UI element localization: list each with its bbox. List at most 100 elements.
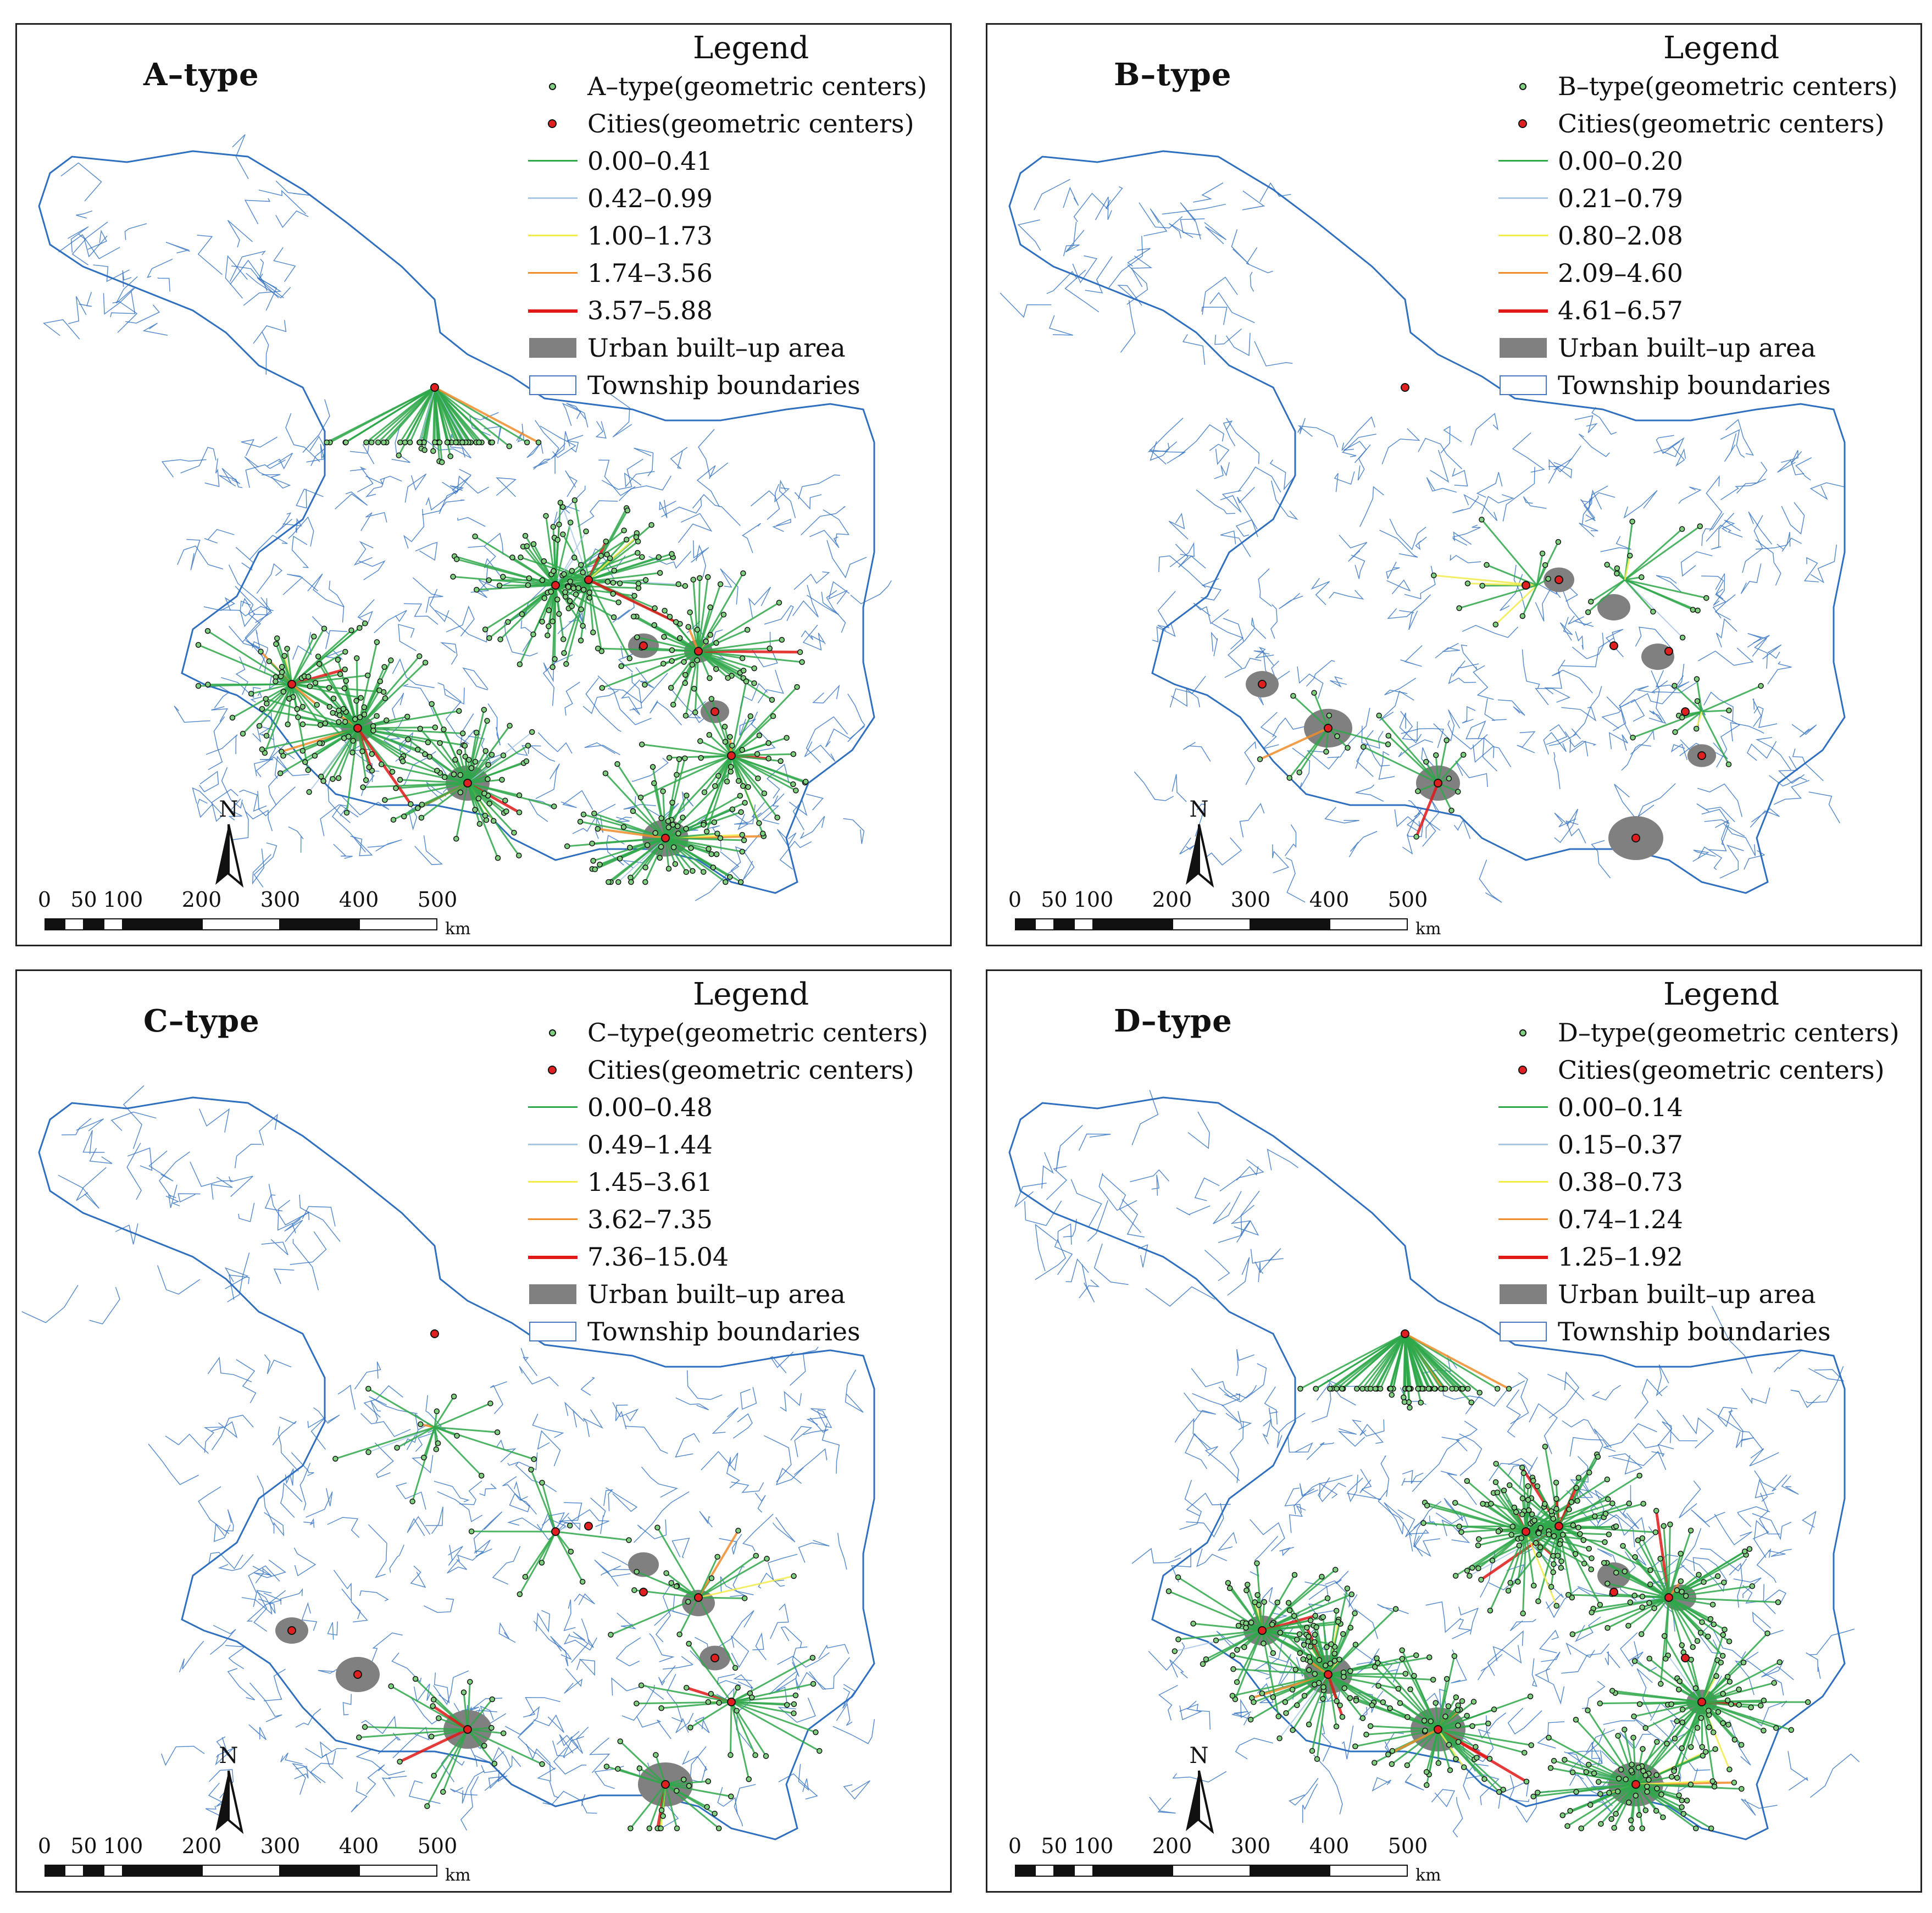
north-arrow-icon (215, 1770, 244, 1834)
map-panel-d-type: D–type Legend D–type(geometric centers) … (986, 969, 1922, 1893)
map-panel-c-type: C–type Legend C–type(geometric centers) … (15, 969, 952, 1893)
legend-label: 2.09–4.60 (1558, 258, 1683, 288)
scale-label: 50 (70, 1834, 97, 1858)
scale-label: 200 (181, 888, 222, 912)
line-class-4-icon (1498, 1218, 1548, 1220)
legend-item-class-1: 0.00–0.20 (1498, 142, 1916, 180)
line-class-3-icon (528, 1181, 578, 1183)
city-center (1324, 1670, 1333, 1679)
north-arrow-icon (1186, 1770, 1214, 1834)
legend-item-points: A–type(geometric centers) (528, 68, 946, 105)
scale-label: 100 (1073, 1834, 1114, 1858)
line-class-2-icon (1498, 197, 1548, 199)
legend-item-cities: Cities(geometric centers) (528, 1051, 946, 1089)
city-center (1401, 383, 1409, 392)
line-class-4-icon (528, 272, 578, 274)
line-class-2-icon (528, 197, 578, 199)
legend-label: C–type(geometric centers) (587, 1018, 928, 1047)
map-panel-b-type: B–type Legend B–type(geometric centers) … (986, 23, 1922, 946)
legend-item-urban: Urban built–up area (1498, 329, 1916, 367)
scale-label: 400 (1309, 888, 1350, 912)
legend: Legend C–type(geometric centers) Cities(… (528, 975, 946, 1350)
scale-label: 300 (260, 1834, 301, 1858)
legend-item-class-3: 1.00–1.73 (528, 217, 946, 254)
legend-item-class-2: 0.21–0.79 (1498, 180, 1916, 217)
line-class-4-icon (528, 1218, 578, 1220)
scale-label: 100 (103, 888, 143, 912)
city-center (463, 1725, 472, 1734)
scale-label: 300 (1230, 1834, 1271, 1858)
scale-segment (202, 918, 280, 930)
legend-label: 1.74–3.56 (587, 258, 713, 288)
scale-segment (1093, 918, 1172, 930)
legend-label: Urban built–up area (1558, 1279, 1816, 1309)
city-center (1401, 1329, 1409, 1338)
legend-label: 4.61–6.57 (1558, 296, 1683, 325)
legend-item-urban: Urban built–up area (528, 1276, 946, 1313)
legend-label: 0.49–1.44 (587, 1130, 713, 1160)
legend: Legend D–type(geometric centers) Cities(… (1498, 975, 1916, 1350)
line-class-5-icon (1498, 309, 1548, 313)
scale-segment (1251, 1865, 1329, 1877)
legend-label: 0.42–0.99 (587, 184, 713, 213)
city-center (1258, 1626, 1267, 1635)
legend-item-points: B–type(geometric centers) (1498, 68, 1916, 105)
city-center (710, 707, 719, 716)
legend-title: Legend (693, 977, 809, 1012)
line-class-1-icon (1498, 160, 1548, 162)
legend-item-class-2: 0.49–1.44 (528, 1126, 946, 1163)
line-class-5-icon (528, 309, 578, 313)
legend-item-class-1: 0.00–0.14 (1498, 1089, 1916, 1126)
legend-item-class-4: 2.09–4.60 (1498, 254, 1916, 292)
scale-segment (1329, 1865, 1408, 1877)
city-center (1664, 647, 1673, 656)
legend-item-class-5: 4.61–6.57 (1498, 292, 1916, 329)
scale-label: 500 (417, 888, 458, 912)
city-center (1681, 707, 1690, 716)
city-center (287, 680, 296, 689)
legend-item-cities: Cities(geometric centers) (1498, 1051, 1916, 1089)
scale-label: 200 (1152, 1834, 1192, 1858)
connection-lines (1259, 519, 1762, 838)
north-arrow: N (1177, 1743, 1221, 1853)
city-center (1555, 1522, 1563, 1531)
city-center (1697, 751, 1706, 760)
legend-item-class-1: 0.00–0.41 (528, 142, 946, 180)
green-point-icon (549, 1029, 556, 1036)
line-class-2-icon (1498, 1144, 1548, 1145)
line-class-5-icon (1498, 1256, 1548, 1259)
legend-item-class-5: 7.36–15.04 (528, 1238, 946, 1276)
city-center (430, 1329, 439, 1338)
city-center (710, 1654, 719, 1662)
scale-segment (84, 1865, 104, 1877)
scale-label: 50 (1041, 1834, 1068, 1858)
city-center (1522, 1527, 1530, 1536)
scale-segment (103, 1865, 123, 1877)
legend-label: 3.62–7.35 (587, 1205, 713, 1234)
legend-label: D–type(geometric centers) (1558, 1018, 1900, 1047)
legend-item-class-5: 3.57–5.88 (528, 292, 946, 329)
scale-segment (1329, 918, 1408, 930)
city-center (287, 1626, 296, 1635)
urban-area-icon (529, 338, 576, 358)
legend-item-cities: Cities(geometric centers) (528, 105, 946, 142)
scale-segment (1015, 918, 1035, 930)
legend-label: B–type(geometric centers) (1558, 71, 1898, 101)
scale-segment (123, 918, 202, 930)
legend-label: Township boundaries (1558, 370, 1831, 400)
city-center (727, 1698, 736, 1706)
city-center (1258, 680, 1267, 689)
legend-label: Cities(geometric centers) (587, 1055, 914, 1085)
panel-title: C–type (143, 1003, 260, 1039)
north-arrow: N (207, 797, 251, 907)
city-center (430, 383, 439, 392)
legend-item-class-4: 1.74–3.56 (528, 254, 946, 292)
city-center (1697, 1698, 1706, 1706)
region-outline (38, 1096, 875, 1840)
legend-item-class-4: 3.62–7.35 (528, 1201, 946, 1238)
boundary-icon (529, 375, 576, 395)
map-canvas (1008, 1090, 1860, 1840)
legend-label: 1.45–3.61 (587, 1167, 713, 1197)
city-center (1609, 1588, 1618, 1596)
legend-item-class-4: 0.74–1.24 (1498, 1201, 1916, 1238)
